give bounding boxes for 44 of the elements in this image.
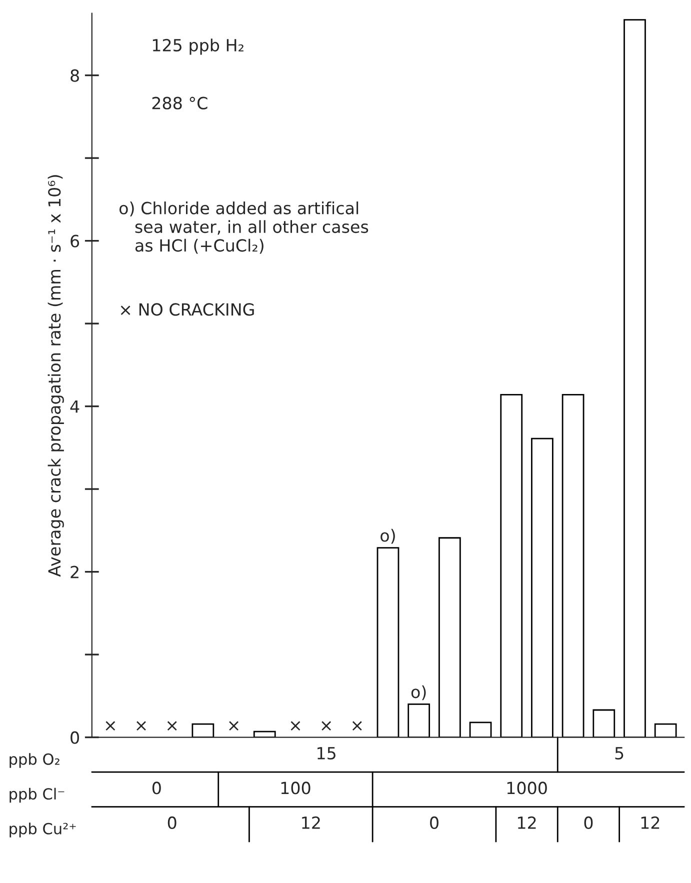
text: 15 <box>318 747 336 760</box>
y-tick-label: 4 <box>70 400 80 413</box>
data-label: × <box>167 721 177 731</box>
bar <box>654 723 677 738</box>
annotation: × NO CRACKING <box>120 303 254 316</box>
text: ppb Cu²⁺ <box>10 822 76 838</box>
bar <box>624 19 646 738</box>
text: 0 <box>168 816 176 830</box>
text: 0 <box>584 816 593 830</box>
bar <box>592 709 616 738</box>
data-label: × <box>322 721 332 731</box>
annotation: 125 ppb H₂ <box>152 38 244 55</box>
text: 100 <box>281 782 310 794</box>
text: 12 <box>302 816 320 829</box>
annotation: 288 °C <box>152 96 208 110</box>
y-tick-label: 2 <box>70 566 78 578</box>
text: 0 <box>430 816 438 830</box>
bar <box>531 438 554 738</box>
bar <box>408 704 430 738</box>
y-tick-label: 0 <box>70 731 79 744</box>
data-label: × <box>229 721 238 731</box>
text: ppb O₂ <box>10 753 60 768</box>
data-label: × <box>136 721 146 731</box>
bar <box>192 723 214 738</box>
data-label: × <box>106 721 116 731</box>
bar <box>500 394 523 738</box>
text: 5 <box>615 747 624 760</box>
y-tick-label: 8 <box>70 69 79 82</box>
y-axis-title: Average crack propagation rate (mm · s⁻¹ x 10⁶) <box>48 175 64 577</box>
data-label: o) <box>380 528 395 544</box>
text: 12 <box>641 816 660 829</box>
text: 1000 <box>507 782 547 794</box>
data-label: o) <box>411 685 426 700</box>
text: 12 <box>518 816 536 829</box>
bar <box>562 394 584 738</box>
text: ppb Cl⁻ <box>10 788 64 803</box>
data-label: × <box>352 721 362 731</box>
y-tick-label: 6 <box>70 234 80 248</box>
annotation: o) Chloride added as artifical sea water, in all other cases as HCl (+CuCl₂) <box>119 202 368 254</box>
bar <box>438 537 461 738</box>
bar <box>376 547 400 738</box>
data-label: × <box>290 721 300 731</box>
bar <box>469 722 492 738</box>
text: 0 <box>152 782 161 794</box>
